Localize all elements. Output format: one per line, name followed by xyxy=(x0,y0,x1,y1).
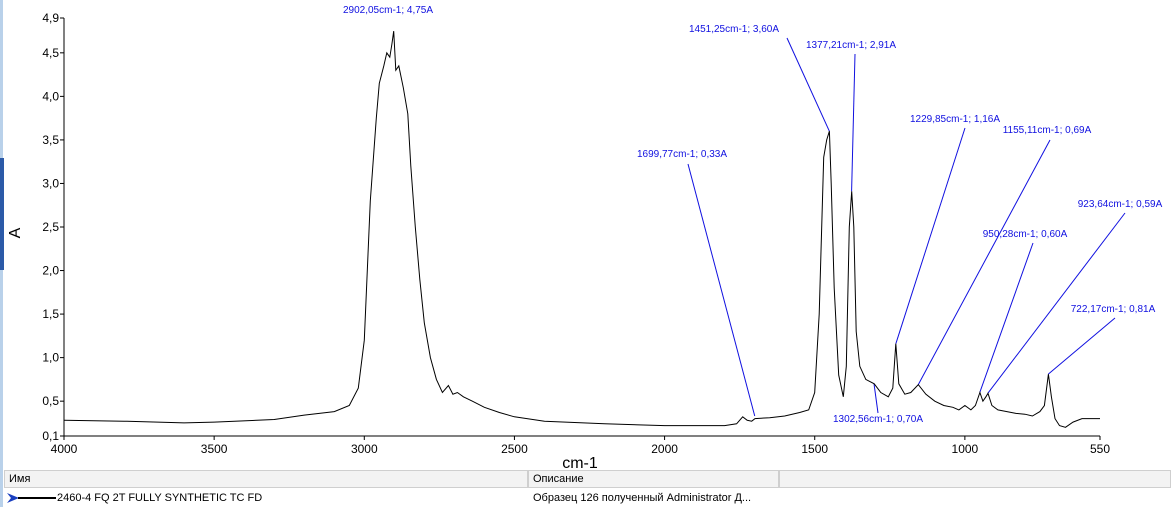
y-tick-label: 4,0 xyxy=(42,89,59,103)
y-tick-label: 0,1 xyxy=(42,429,59,443)
x-tick-label: 2000 xyxy=(651,442,678,456)
annotation-leader-line xyxy=(979,242,1034,393)
row-selected-arrow-icon xyxy=(7,493,19,503)
spectrum-line xyxy=(63,31,1100,428)
peak-annotation: 1155,11cm-1; 0,69A xyxy=(1003,125,1092,136)
collapsed-panel-tab[interactable] xyxy=(0,158,4,270)
peak-annotation: 722,17cm-1; 0,81A xyxy=(1071,304,1156,315)
x-tick-label: 3500 xyxy=(201,442,228,456)
y-tick-label: 3,0 xyxy=(42,176,59,190)
y-tick-label: 4,5 xyxy=(42,46,59,60)
peak-annotation: 950,28cm-1; 0,60A xyxy=(983,229,1068,240)
y-tick-label: 2,0 xyxy=(42,264,59,278)
annotation-leader-line xyxy=(917,139,1051,385)
annotation-leader-line xyxy=(895,127,966,344)
peak-annotation: 1229,85cm-1; 1,16A xyxy=(910,114,1000,125)
x-axis-label: cm-1 xyxy=(562,455,598,470)
peak-annotation: 1699,77cm-1; 0,33A xyxy=(637,149,727,160)
x-tick-label: 1500 xyxy=(801,442,828,456)
column-header-name[interactable]: Имя xyxy=(4,470,528,488)
annotation-leader-line xyxy=(987,212,1126,394)
y-tick-label: 2,5 xyxy=(42,220,59,234)
x-tick-label: 1000 xyxy=(952,442,979,456)
column-header-empty xyxy=(779,470,1171,488)
column-header-description[interactable]: Описание xyxy=(528,470,779,488)
x-tick-label: 3000 xyxy=(351,442,378,456)
peak-annotation: 2902,05cm-1; 4,75A xyxy=(343,5,433,16)
annotation-leader-line xyxy=(873,383,879,414)
series-line-swatch xyxy=(18,497,56,499)
peak-annotation: 1451,25cm-1; 3,60A xyxy=(689,24,779,35)
x-tick-label: 550 xyxy=(1090,442,1110,456)
x-tick-label: 2500 xyxy=(501,442,528,456)
annotation-leader-line xyxy=(851,53,856,192)
annotation-leader-line xyxy=(786,37,830,132)
y-axis-label: A xyxy=(7,227,24,238)
row-name: 2460-4 FQ 2T FULLY SYNTHETIC TC FD xyxy=(57,492,263,504)
spectrum-chart: 0,1 0,5 1,0 1,5 2,0 2,5 3,0 3,5 4,0 4,5 4,9 4000 350… xyxy=(7,5,1163,470)
y-tick-label: 0,5 xyxy=(42,394,59,408)
peak-annotation: 1377,21cm-1; 2,91A xyxy=(806,40,896,51)
x-tick-label: 4000 xyxy=(51,442,78,456)
peak-annotation: 923,64cm-1; 0,59A xyxy=(1078,199,1163,210)
row-description: Образец 126 полученный Administrator Д..… xyxy=(533,492,752,504)
annotation-leader-line xyxy=(687,163,756,417)
y-tick-label: 1,0 xyxy=(42,351,59,365)
y-tick-label: 3,5 xyxy=(42,133,59,147)
y-tick-label: 4,9 xyxy=(42,11,59,25)
peak-annotation: 1302,56cm-1; 0,70A xyxy=(833,414,923,425)
y-tick-label: 1,5 xyxy=(42,307,59,321)
annotation-leader-line xyxy=(1047,317,1116,375)
spectra-table: Имя Описание 2460-4 FQ 2T FULLY SYNTHETI… xyxy=(4,470,1171,507)
